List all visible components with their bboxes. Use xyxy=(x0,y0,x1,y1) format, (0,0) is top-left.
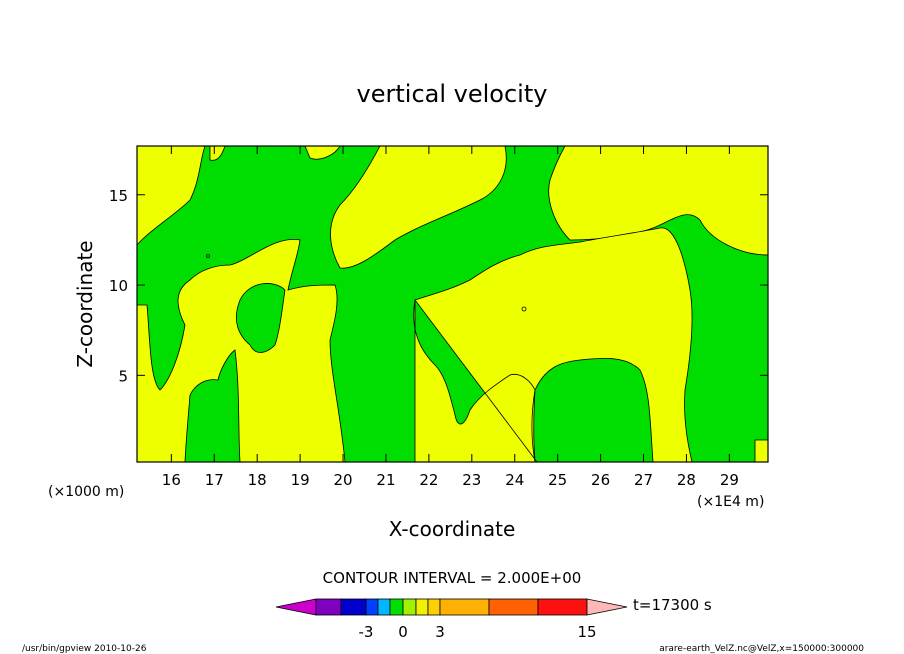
colorbar-segment xyxy=(402,598,417,616)
colorbar-label: 0 xyxy=(398,623,408,641)
y-tick-label: 15 xyxy=(109,187,128,205)
x-unit-right: (×1E4 m) xyxy=(697,494,764,510)
colorbar-segment xyxy=(365,598,379,616)
colorbar-segment xyxy=(340,598,367,616)
x-axis: 16 17 18 19 20 21 22 23 24 25 26 27 28 29 xyxy=(162,146,739,489)
colorbar-segment xyxy=(315,598,342,616)
y-axis-title: Z-coordinate xyxy=(73,240,97,367)
footer-right: arare-earth_VelZ.nc@VelZ,x=150000:300000 xyxy=(659,644,864,654)
colorbar-segment xyxy=(439,598,490,616)
x-tick-label: 22 xyxy=(419,471,438,489)
x-tick-label: 18 xyxy=(248,471,267,489)
x-axis-title: X-coordinate xyxy=(389,517,516,541)
x-tick-label: 29 xyxy=(720,471,739,489)
colorbar-segment xyxy=(537,598,588,616)
y-tick-label: 5 xyxy=(118,367,128,385)
x-unit-left: (×1000 m) xyxy=(48,484,124,500)
colorbar-segment xyxy=(427,598,441,616)
x-tick-label: 26 xyxy=(591,471,610,489)
chart-title: vertical velocity xyxy=(357,80,548,108)
colorbar-label: -3 xyxy=(359,623,374,641)
colorbar-label: 3 xyxy=(435,623,445,641)
colorbar-segment xyxy=(488,598,539,616)
x-tick-label: 16 xyxy=(162,471,181,489)
colorbar-segment xyxy=(377,598,391,616)
x-tick-label: 20 xyxy=(333,471,352,489)
colorbar-end-low xyxy=(275,598,317,616)
time-label: t=17300 s xyxy=(633,596,712,614)
x-tick-label: 24 xyxy=(505,471,524,489)
contour-field xyxy=(137,146,768,462)
colorbar-label: 15 xyxy=(577,623,596,641)
x-tick-label: 27 xyxy=(634,471,653,489)
x-tick-label: 23 xyxy=(462,471,481,489)
y-tick-label: 10 xyxy=(109,277,128,295)
x-tick-label: 28 xyxy=(677,471,696,489)
colorbar: -3 0 3 15 xyxy=(275,598,628,641)
plot-frame xyxy=(136,145,769,463)
y-axis: 5 10 15 xyxy=(109,187,768,385)
contour-interval: CONTOUR INTERVAL = 2.000E+00 xyxy=(323,569,582,587)
footer-left: /usr/bin/gpview 2010-10-26 xyxy=(22,644,147,654)
colorbar-segment xyxy=(389,598,404,616)
x-tick-label: 17 xyxy=(205,471,224,489)
colorbar-end-high xyxy=(586,598,628,616)
x-tick-label: 25 xyxy=(548,471,567,489)
x-tick-label: 19 xyxy=(291,471,310,489)
x-tick-label: 21 xyxy=(376,471,395,489)
positive-regions xyxy=(137,146,768,462)
colorbar-segment xyxy=(415,598,429,616)
